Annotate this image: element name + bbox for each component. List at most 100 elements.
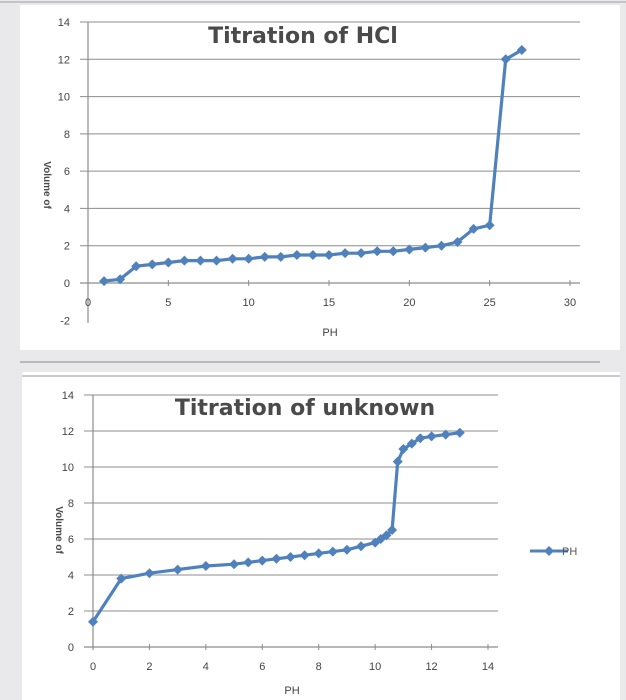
y-tick-label-14: 14 — [58, 17, 70, 29]
x-tick-label-12: 12 — [425, 661, 437, 673]
data-point — [468, 223, 479, 234]
chart-hcl-series — [99, 44, 527, 287]
y-tick-label-2: 2 — [64, 241, 70, 253]
chart-unknown-x-axis-label: PH — [284, 685, 299, 697]
chart-unknown: 0 2 4 6 8 10 12 14 0 2 4 6 8 10 12 14 Titration of unkn… — [53, 390, 577, 697]
data-point — [420, 242, 431, 253]
y-tick-label-0: 0 — [68, 642, 74, 654]
data-point — [388, 246, 399, 257]
y-tick-label-12: 12 — [62, 426, 74, 438]
data-point — [211, 255, 222, 266]
y-tick-label-8: 8 — [64, 129, 70, 141]
data-point — [195, 255, 206, 266]
chart-hcl-title: Titration of HCl — [208, 24, 398, 49]
data-point — [516, 44, 527, 55]
data-point — [144, 568, 155, 579]
data-point — [275, 251, 286, 262]
data-point — [227, 253, 238, 264]
x-tick-label-10: 10 — [369, 661, 381, 673]
data-point — [415, 433, 426, 444]
x-tick-label-6: 6 — [259, 661, 265, 673]
data-point — [313, 548, 324, 559]
data-point — [307, 250, 318, 261]
data-point — [454, 427, 465, 438]
data-point — [229, 559, 240, 570]
y-tick-label-10: 10 — [62, 462, 74, 474]
y-tick-label-14: 14 — [62, 390, 74, 402]
data-point — [88, 616, 98, 627]
data-point — [392, 456, 403, 467]
data-point — [115, 274, 126, 285]
chart-unknown-y-axis-label: Volume of — [53, 506, 64, 554]
x-tick-label-14: 14 — [482, 661, 494, 673]
y-tick-label-6: 6 — [64, 166, 70, 178]
y-tick-label-4: 4 — [68, 570, 74, 582]
y-tick-label-10: 10 — [58, 92, 70, 104]
data-point — [243, 557, 254, 568]
data-point — [372, 246, 383, 257]
legend-marker — [544, 546, 554, 556]
x-tick-label-25: 25 — [484, 297, 496, 309]
x-tick-label-30: 30 — [564, 297, 576, 309]
data-point — [291, 250, 302, 261]
chart-unknown-series — [88, 427, 465, 627]
chart-unknown-tick-labels: 0 2 4 6 8 10 12 14 0 2 4 6 8 10 12 14 — [62, 390, 494, 673]
chart-hcl-tick-labels: -2 0 2 4 6 8 10 12 14 0 5 10 15 20 25 30 — [58, 17, 576, 327]
data-point — [404, 244, 415, 255]
chart-unknown-axes — [84, 395, 498, 650]
data-point — [436, 240, 447, 251]
data-point — [356, 541, 367, 552]
data-point — [341, 544, 352, 555]
chart-1-panel — [20, 5, 620, 350]
data-point — [398, 444, 409, 454]
data-point — [179, 255, 190, 266]
y-tick-label-8: 8 — [68, 498, 74, 510]
data-point — [440, 429, 451, 440]
data-point — [426, 431, 437, 442]
x-tick-label-8: 8 — [316, 661, 322, 673]
data-point — [299, 550, 310, 561]
y-tick-label-12: 12 — [58, 54, 70, 66]
data-point — [324, 250, 334, 261]
data-point — [271, 553, 282, 564]
data-point — [452, 236, 463, 247]
legend-label: PH — [562, 546, 577, 558]
data-point — [131, 261, 142, 272]
data-point — [285, 552, 296, 562]
y-tick-label-4: 4 — [64, 203, 70, 215]
y-tick-label--2: -2 — [60, 315, 70, 327]
x-tick-label-5: 5 — [165, 297, 171, 309]
x-tick-label-20: 20 — [403, 297, 415, 309]
data-point — [116, 573, 127, 584]
data-point — [500, 54, 511, 65]
data-point — [259, 251, 270, 262]
data-point — [327, 546, 338, 557]
chart-hcl-axes — [80, 22, 580, 323]
y-tick-label-2: 2 — [68, 606, 74, 618]
y-tick-label-0: 0 — [64, 278, 70, 290]
chart-hcl-y-axis-label: Volume of — [41, 161, 52, 209]
x-tick-label-2: 2 — [146, 661, 152, 673]
data-point — [387, 525, 398, 535]
chart-hcl: -2 0 2 4 6 8 10 12 14 0 5 10 15 20 25 30 Titration of H… — [41, 17, 580, 339]
x-tick-label-0: 0 — [85, 297, 91, 309]
chart-unknown-title: Titration of unknown — [175, 396, 435, 421]
x-tick-label-10: 10 — [243, 297, 255, 309]
data-point — [356, 248, 367, 259]
chart-2-panel — [22, 372, 620, 700]
data-point — [243, 253, 254, 264]
data-point — [200, 561, 211, 571]
y-tick-label-6: 6 — [68, 534, 74, 546]
x-tick-label-4: 4 — [203, 661, 209, 673]
chart-unknown-gridlines — [84, 394, 498, 612]
data-point — [340, 248, 351, 259]
data-point — [257, 555, 268, 566]
chart-hcl-x-axis-label: PH — [322, 327, 337, 339]
data-point — [99, 276, 110, 287]
data-point — [163, 257, 174, 268]
data-point — [172, 564, 183, 575]
data-point — [484, 220, 495, 231]
x-tick-label-0: 0 — [90, 661, 96, 673]
x-tick-label-15: 15 — [323, 297, 335, 309]
chart-hcl-gridlines — [80, 21, 580, 247]
